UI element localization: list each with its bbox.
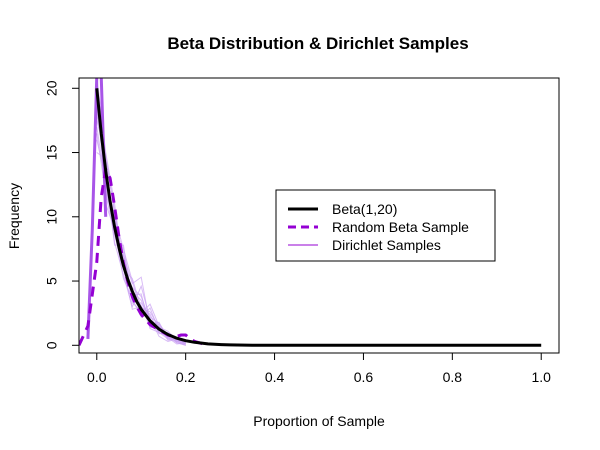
random-beta-sample-line bbox=[79, 167, 209, 347]
legend-label-beta: Beta(1,20) bbox=[332, 201, 397, 217]
y-tick-label: 5 bbox=[44, 277, 60, 285]
y-tick-label: 10 bbox=[44, 209, 60, 225]
x-tick-label: 0.8 bbox=[443, 369, 463, 385]
beta-curve bbox=[95, 88, 542, 347]
x-tick-label: 1.0 bbox=[531, 369, 551, 385]
y-axis: 0 5 10 15 20 bbox=[44, 80, 80, 349]
plot-area bbox=[79, 78, 542, 347]
legend-box bbox=[275, 189, 496, 262]
x-tick-label: 0.4 bbox=[265, 369, 285, 385]
y-tick-label: 15 bbox=[44, 145, 60, 161]
y-tick-label: 20 bbox=[44, 80, 60, 96]
y-axis-label: Frequency bbox=[6, 183, 22, 249]
legend: Beta(1,20) Random Beta Sample Dirichlet … bbox=[275, 189, 496, 262]
x-tick-label: 0.6 bbox=[354, 369, 374, 385]
y-tick-label: 0 bbox=[44, 341, 60, 349]
x-axis-label: Proportion of Sample bbox=[253, 413, 385, 429]
x-tick-label: 0.0 bbox=[87, 369, 107, 385]
legend-label-dirichlet: Dirichlet Samples bbox=[332, 237, 441, 253]
chart-title: Beta Distribution & Dirichlet Samples bbox=[167, 34, 468, 53]
x-axis: 0.0 0.2 0.4 0.6 0.8 1.0 bbox=[87, 352, 551, 385]
dirichlet-samples-line bbox=[86, 78, 108, 339]
x-tick-label: 0.2 bbox=[176, 369, 196, 385]
legend-label-random-beta: Random Beta Sample bbox=[332, 219, 469, 235]
